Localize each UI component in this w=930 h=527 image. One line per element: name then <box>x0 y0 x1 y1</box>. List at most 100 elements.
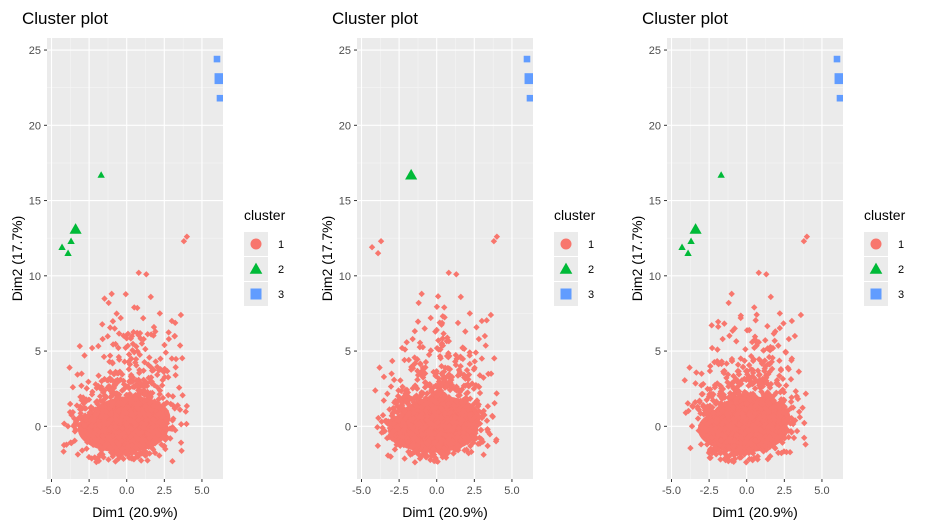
point-cluster-1 <box>740 424 747 431</box>
point-cluster-1 <box>706 406 713 414</box>
point-cluster-1 <box>88 422 95 430</box>
point-cluster-1 <box>147 363 155 371</box>
point-cluster-1 <box>438 370 445 377</box>
legend-label: 2 <box>898 264 904 276</box>
point-cluster-1 <box>400 407 408 415</box>
point-cluster-1 <box>466 310 474 317</box>
point-cluster-1 <box>442 432 449 439</box>
point-cluster-1 <box>156 409 163 417</box>
y-tick-label: 0 <box>35 421 41 433</box>
point-cluster-1 <box>771 337 778 344</box>
point-cluster-1 <box>168 317 176 325</box>
point-cluster-1 <box>99 321 106 328</box>
x-tick-label: 0.0 <box>429 485 444 497</box>
point-cluster-1 <box>723 360 730 367</box>
point-cluster-2 <box>67 237 75 244</box>
point-cluster-1 <box>60 448 67 455</box>
point-cluster-1 <box>763 374 770 381</box>
point-cluster-1 <box>74 451 82 458</box>
y-tick-label: 20 <box>649 120 661 132</box>
point-cluster-1 <box>165 335 173 343</box>
point-cluster-1 <box>493 390 500 397</box>
point-cluster-1 <box>688 423 696 430</box>
point-cluster-1 <box>764 455 772 463</box>
point-cluster-1 <box>718 413 725 420</box>
point-cluster-1 <box>115 330 123 337</box>
point-cluster-1 <box>758 395 766 403</box>
point-cluster-1 <box>125 351 133 358</box>
series-3 <box>213 55 223 102</box>
x-tick-label: -5.0 <box>352 485 371 497</box>
point-cluster-1 <box>93 455 100 462</box>
point-cluster-1 <box>142 417 149 425</box>
point-cluster-1 <box>726 382 734 389</box>
point-cluster-1 <box>487 370 495 377</box>
point-cluster-1 <box>731 442 738 450</box>
point-cluster-1 <box>120 386 128 393</box>
point-cluster-1 <box>128 425 135 433</box>
point-cluster-1 <box>151 449 159 457</box>
point-cluster-1 <box>426 419 434 427</box>
point-cluster-1 <box>747 432 754 440</box>
point-cluster-1 <box>95 342 102 350</box>
point-cluster-1 <box>786 449 794 456</box>
point-cluster-1 <box>709 397 717 404</box>
point-cluster-1 <box>771 416 778 423</box>
point-cluster-1 <box>457 362 464 370</box>
point-cluster-1 <box>737 428 745 436</box>
point-cluster-1 <box>460 382 468 390</box>
point-cluster-1 <box>180 237 188 245</box>
point-cluster-2 <box>64 249 72 256</box>
point-cluster-2 <box>684 249 692 256</box>
chart-title: Cluster plot <box>332 9 418 28</box>
point-cluster-1 <box>155 367 163 374</box>
point-cluster-1 <box>795 368 803 375</box>
point-cluster-1 <box>742 416 749 423</box>
point-cluster-1 <box>457 293 464 301</box>
point-cluster-1 <box>773 389 780 397</box>
point-cluster-1 <box>788 414 795 422</box>
point-cluster-1 <box>728 393 736 400</box>
point-cluster-1 <box>737 314 744 322</box>
minor-gridlines <box>47 38 223 479</box>
point-cluster-1 <box>90 429 98 437</box>
point-cluster-1 <box>158 441 165 448</box>
y-tick-label: 25 <box>29 45 41 57</box>
point-cluster-1 <box>788 355 796 362</box>
point-cluster-1 <box>765 423 773 430</box>
point-cluster-1 <box>140 409 147 417</box>
point-cluster-1 <box>437 435 445 443</box>
y-tick-label: 15 <box>29 196 41 208</box>
point-cluster-2 <box>717 171 725 178</box>
y-tick-label: 25 <box>339 45 351 57</box>
point-cluster-1 <box>457 354 465 362</box>
point-cluster-1 <box>419 390 427 397</box>
point-cluster-1 <box>421 449 429 457</box>
point-cluster-1 <box>699 390 706 398</box>
point-cluster-1 <box>390 413 397 421</box>
y-tick-label: 10 <box>29 271 41 283</box>
point-cluster-1 <box>715 323 722 330</box>
point-cluster-1 <box>751 402 759 410</box>
point-cluster-1 <box>771 445 779 452</box>
point-cluster-1 <box>760 448 767 455</box>
point-cluster-1 <box>159 382 166 389</box>
series-2 <box>405 168 418 180</box>
point-cluster-1 <box>735 421 743 428</box>
point-cluster-1 <box>422 407 429 414</box>
point-cluster-1 <box>116 368 124 375</box>
point-cluster-1 <box>714 318 722 325</box>
x-axis-label: Dim1 (20.9%) <box>92 504 178 520</box>
point-cluster-1 <box>785 415 792 423</box>
point-cluster-1 <box>703 441 711 448</box>
point-cluster-1 <box>148 378 155 385</box>
x-tick-label: 0.0 <box>119 485 134 497</box>
point-cluster-1 <box>137 379 144 387</box>
point-cluster-1 <box>737 444 744 452</box>
point-cluster-1 <box>763 271 770 278</box>
point-cluster-1 <box>121 358 128 365</box>
legend-key-2 <box>869 262 883 274</box>
point-cluster-1 <box>454 319 462 327</box>
point-cluster-1 <box>435 375 442 382</box>
point-cluster-1 <box>796 414 804 421</box>
